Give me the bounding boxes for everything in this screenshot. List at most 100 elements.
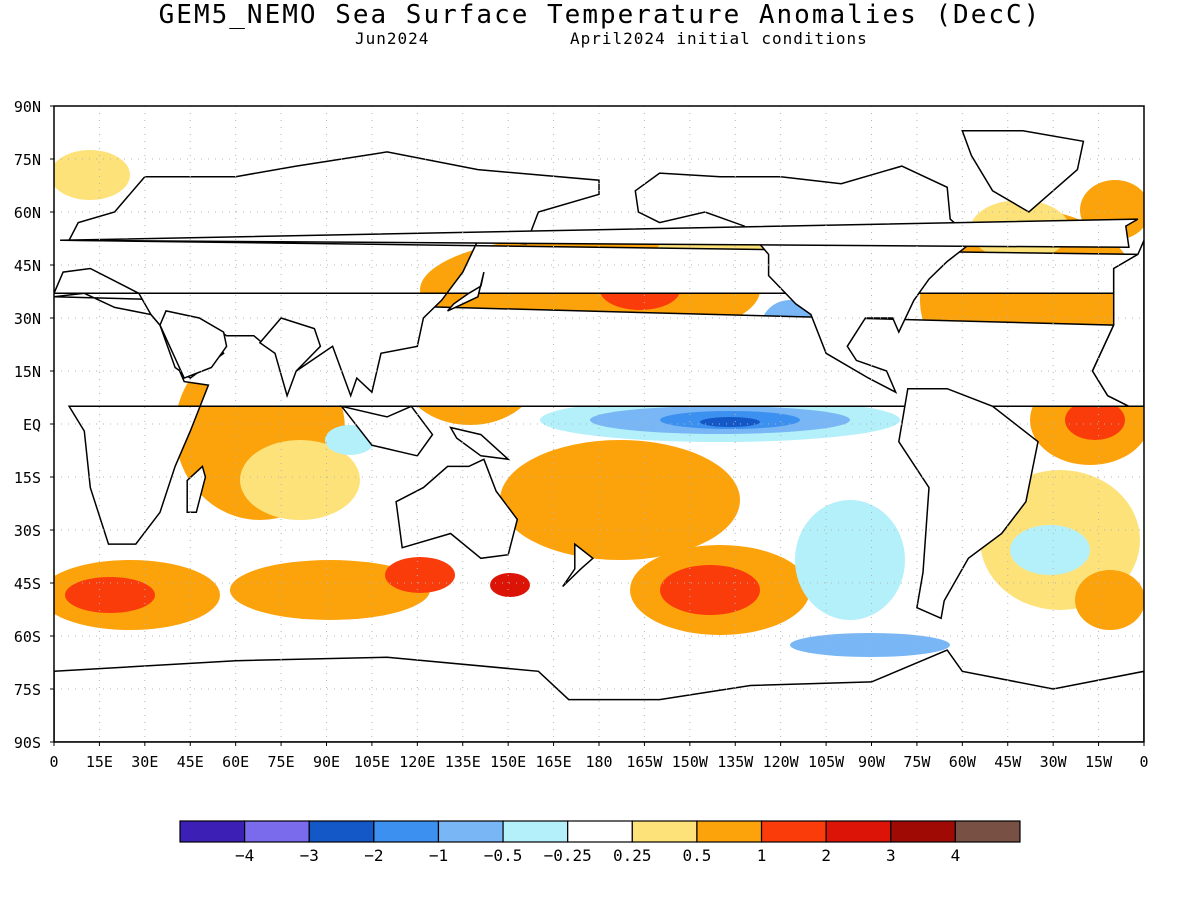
lon-tick-label: 90W	[858, 753, 886, 771]
colorbar-label: −0.25	[544, 846, 592, 865]
antarctica-outline	[54, 649, 1144, 742]
lon-tick-label: 60E	[222, 753, 249, 771]
lat-tick-label: 75S	[14, 681, 41, 699]
colorbar-label: −4	[235, 846, 254, 865]
colorbar-swatch	[954, 820, 1021, 843]
colorbar-swatch	[244, 820, 310, 843]
anomaly-region	[660, 565, 760, 615]
lon-tick-label: 150W	[672, 753, 709, 771]
colorbar-label: 0.5	[682, 846, 711, 865]
madagascar-outline	[186, 465, 207, 514]
colorbar-label: 1	[757, 846, 767, 865]
lon-tick-label: 75W	[903, 753, 931, 771]
arabia-outline	[159, 310, 228, 380]
japan-outline	[447, 271, 485, 312]
colorbar-swatch	[373, 820, 440, 843]
colorbar-label: −1	[429, 846, 448, 865]
new-zealand-outline	[562, 542, 595, 588]
anomaly-region	[490, 573, 530, 597]
longitude-axis: 0 15E 30E 45E 60E 75E 90E 105E 120E 135E 150E 165E 1…	[49, 742, 1149, 771]
lon-tick-label: 0	[1139, 753, 1148, 771]
colorbar-legend: −4 −3 −2 −1 −0.5 −0.25 0.25 0.5 1 2 3 4	[179, 820, 1021, 865]
lon-tick-label: 60W	[949, 753, 977, 771]
anomaly-region	[1075, 570, 1144, 630]
australia-outline	[395, 458, 519, 560]
lon-tick-label: 45W	[994, 753, 1022, 771]
anomaly-region	[500, 440, 740, 560]
lat-tick-label: 30S	[14, 522, 41, 540]
lat-tick-label: 90S	[14, 734, 41, 752]
anomaly-region	[1065, 400, 1125, 440]
greenland-outline	[961, 129, 1085, 213]
lat-tick-label: 30N	[14, 310, 41, 328]
lat-tick-label: 75N	[14, 151, 41, 169]
colorbar-swatch	[696, 820, 763, 843]
south-america-outline	[898, 387, 1039, 620]
lon-tick-label: 150E	[490, 753, 526, 771]
anomaly-region	[385, 557, 455, 593]
lon-tick-label: 15E	[86, 753, 113, 771]
colorbar-label: 4	[951, 846, 961, 865]
lon-tick-label: 165W	[626, 753, 663, 771]
anomaly-region	[230, 560, 430, 620]
colorbar-swatch	[179, 820, 246, 843]
colorbar-label: 2	[821, 846, 831, 865]
india-outline	[258, 317, 322, 399]
lon-tick-label: 120W	[763, 753, 800, 771]
colorbar-swatch	[567, 820, 633, 843]
anomaly-region	[65, 577, 155, 613]
colorbar-label: −0.5	[484, 846, 523, 865]
lat-tick-label: 15S	[14, 469, 41, 487]
forecast-month: Jun2024	[355, 29, 430, 48]
lon-tick-label: 30E	[131, 753, 158, 771]
lon-tick-label: 45E	[177, 753, 204, 771]
lon-tick-label: 165E	[536, 753, 572, 771]
map-title: GEM5_NEMO Sea Surface Temperature Anomal…	[158, 0, 1042, 30]
colorbar-swatch	[308, 820, 375, 843]
lat-tick-label: 60S	[14, 628, 41, 646]
north-america-outline	[634, 165, 976, 394]
lat-tick-label: 45S	[14, 575, 41, 593]
colorbar-label: 3	[886, 846, 896, 865]
lon-tick-label: 135E	[445, 753, 481, 771]
initial-conditions-label: April2024 initial conditions	[570, 29, 868, 48]
colorbar-label: −3	[300, 846, 319, 865]
anomaly-region	[1010, 525, 1090, 575]
uk-outline	[60, 218, 1139, 249]
colorbar-swatch	[437, 820, 504, 843]
lon-tick-label: 120E	[399, 753, 435, 771]
anomaly-region	[700, 417, 760, 427]
lat-tick-label: 45N	[14, 257, 41, 275]
anomaly-region	[54, 150, 130, 200]
africa-outline	[54, 292, 1130, 545]
latitude-axis: 90N 75N 60N 45N 30N 15N EQ 15S 30S 45S 60S 75S 90S	[14, 98, 54, 752]
indonesia-outline	[339, 405, 434, 457]
lon-tick-label: 105W	[808, 753, 845, 771]
colorbar-swatch	[631, 820, 698, 843]
colorbar-label: 0.25	[613, 846, 652, 865]
anomaly-region	[240, 440, 360, 520]
lon-tick-label: 180	[585, 753, 612, 771]
colorbar-swatch	[825, 820, 892, 843]
graticule	[54, 106, 1144, 742]
new-guinea-outline	[449, 426, 511, 461]
colorbar-label: −2	[364, 846, 383, 865]
west-africa-wrap-outline	[1091, 240, 1144, 408]
lat-tick-label: EQ	[23, 416, 41, 434]
lon-tick-label: 75E	[268, 753, 295, 771]
lon-tick-label: 0	[49, 753, 58, 771]
lon-tick-label: 30W	[1040, 753, 1068, 771]
lat-tick-label: 15N	[14, 363, 41, 381]
colorbar-swatch	[760, 820, 827, 843]
colorbar-swatch	[502, 820, 569, 843]
colorbar-swatch	[890, 820, 956, 843]
lat-tick-label: 90N	[14, 98, 41, 116]
anomaly-region	[790, 633, 950, 657]
lon-tick-label: 15W	[1085, 753, 1113, 771]
lat-tick-label: 60N	[14, 204, 41, 222]
anomaly-region	[795, 500, 905, 620]
lon-tick-label: 90E	[313, 753, 340, 771]
lon-tick-label: 105E	[354, 753, 390, 771]
lon-tick-label: 135W	[717, 753, 754, 771]
